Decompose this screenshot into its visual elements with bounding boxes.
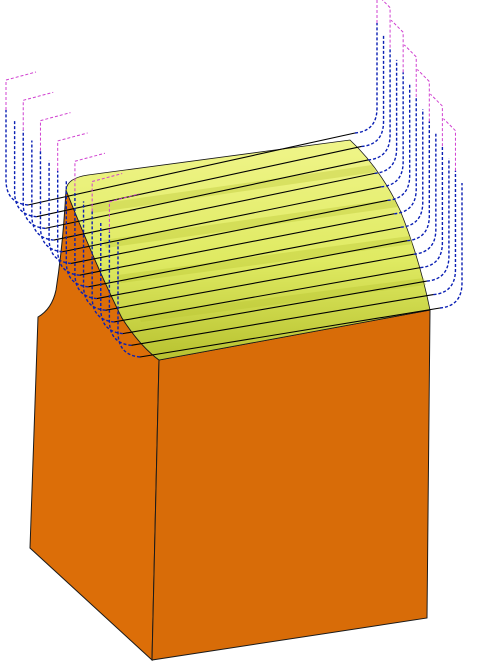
toolpath-cut-line [131, 293, 434, 346]
toolpath-rapid-right [443, 118, 456, 171]
toolpath-rapid-left [22, 91, 54, 131]
toolpath-cut-line [122, 280, 428, 335]
toolpath-pass-1 [5, 0, 378, 206]
toolpath-lead-in [82, 201, 106, 311]
toolpath-lead-out [394, 96, 417, 215]
toolpath-cut-line [114, 267, 421, 323]
toolpath-lead-out [426, 158, 450, 282]
toolpath-lead-in [56, 170, 80, 276]
toolpath-rapid-right [376, 0, 378, 23]
toolpath-pass-6 [48, 84, 411, 265]
toolpath-cut-line [62, 186, 382, 253]
toolpath-rapid-right [381, 0, 391, 48]
toolpath-pass-12 [100, 158, 450, 335]
toolpath-cut-line [139, 307, 441, 358]
toolpath-cut-line [79, 213, 395, 276]
toolpath-rapid-right [390, 19, 404, 73]
toolpath-set [5, 0, 463, 358]
toolpath-lead-in [5, 110, 29, 206]
toolpath-rapid-left [5, 71, 37, 110]
toolpath-lead-in [108, 231, 132, 347]
toolpath-lead-out [361, 35, 385, 148]
toolpath-lead-in [91, 211, 115, 323]
toolpath-rapid-left [91, 173, 123, 212]
stock-side-face [151, 309, 431, 661]
toolpath-cut-line [96, 240, 408, 300]
toolpath-pass-4 [31, 59, 398, 241]
toolpath-rapid-right [403, 44, 417, 97]
toolpath-lead-out [381, 72, 404, 188]
surface-band-2 [103, 199, 398, 248]
toolpath-cut-line [88, 226, 401, 288]
toolpath-lead-out [374, 59, 398, 175]
toolpath-pass-3 [22, 0, 391, 230]
toolpath-lead-in [74, 191, 97, 300]
surface-band-4 [138, 278, 426, 322]
toolpath-lead-out [400, 109, 424, 228]
toolpath-lead-in [39, 150, 63, 253]
toolpath-pass-14 [117, 183, 463, 358]
toolpath-lead-out [413, 133, 437, 255]
toolpath-rapid-left [39, 112, 71, 151]
toolpath-cut-line [27, 132, 356, 206]
toolpath-pass-2 [13, 35, 385, 218]
toolpath-cut-line [105, 253, 414, 311]
toolpath-lead-in [117, 242, 141, 358]
toolpath-rapid-right [430, 93, 443, 147]
toolpath-pass-5 [39, 19, 404, 253]
toolpath-pass-13 [108, 118, 457, 347]
toolpath-cut-line [53, 172, 375, 241]
toolpath-lead-in [48, 160, 72, 265]
toolpath-lead-out [354, 23, 378, 134]
toolpath-pass-11 [91, 93, 444, 323]
surface-band-3 [118, 236, 413, 283]
toolpath-pass-8 [65, 109, 424, 288]
toolpath-lead-out [368, 47, 391, 161]
toolpath-cut-line [70, 199, 388, 265]
toolpath-lead-in [22, 130, 46, 230]
toolpath-lead-in [31, 140, 54, 241]
stock-block [29, 189, 431, 662]
toolpath-rapid-left [57, 132, 88, 171]
toolpath-lead-out [433, 170, 457, 296]
toolpath-pass-10 [82, 133, 437, 311]
toolpath-lead-out [407, 121, 431, 242]
toolpath-pass-7 [56, 44, 417, 276]
toolpath-rapid-right [416, 69, 430, 122]
toolpath-rapid-left [74, 152, 106, 192]
toolpath-lead-in [13, 120, 37, 218]
toolpath-lead-out [387, 84, 411, 202]
toolpath-lead-in [65, 181, 89, 288]
toolpath-lead-in [100, 221, 123, 335]
toolpath-pass-9 [74, 69, 431, 300]
toolpath-lead-out [420, 146, 444, 269]
toolpath-lead-out [439, 183, 463, 309]
toolpath-cut-line [45, 159, 369, 229]
toolpath-cut-line [36, 145, 362, 218]
toolpath-rapid-left [108, 193, 140, 232]
